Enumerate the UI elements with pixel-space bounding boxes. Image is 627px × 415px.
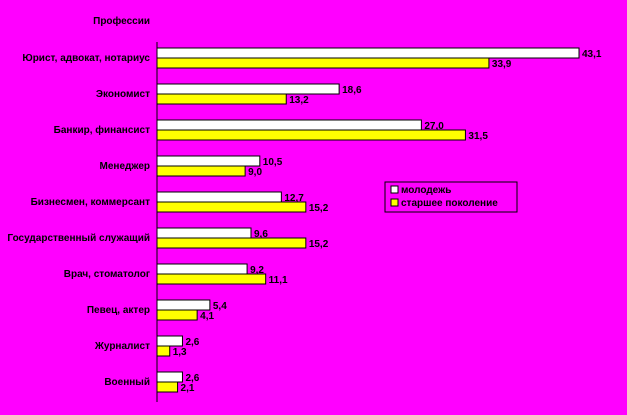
category-label: Государственный служащий <box>7 233 150 244</box>
value-label: 13,2 <box>289 95 309 106</box>
category-label: Врач, стоматолог <box>64 269 150 280</box>
value-label: 9,6 <box>254 229 268 240</box>
bar-youth <box>157 120 421 130</box>
value-label: 11,1 <box>269 275 288 286</box>
category-label: Военный <box>104 377 150 388</box>
bar-youth <box>157 48 579 58</box>
bar-youth <box>157 372 182 382</box>
bar-older <box>157 94 286 104</box>
legend-swatch <box>391 199 398 206</box>
value-label: 43,1 <box>582 49 602 60</box>
bar-older <box>157 382 178 392</box>
category-label: Юрист, адвокат, нотариус <box>22 53 150 64</box>
legend-swatch <box>391 186 398 193</box>
value-label: 10,5 <box>263 157 283 168</box>
value-label: 12,7 <box>284 193 304 204</box>
bar-youth <box>157 264 247 274</box>
legend-label: старшее поколение <box>401 198 498 209</box>
bar-older <box>157 346 170 356</box>
category-labels: Юрист, адвокат, нотариус Экономист Банкир,… <box>7 53 150 388</box>
bar-older <box>157 238 306 248</box>
bar-older <box>157 58 489 68</box>
legend: молодежь старшее поколение <box>385 182 517 212</box>
category-label: Экономист <box>96 89 150 100</box>
category-label: Банкир, финансист <box>54 124 150 136</box>
bar-youth <box>157 192 281 202</box>
value-label: 2,1 <box>181 383 195 394</box>
legend-label: молодежь <box>401 185 451 196</box>
value-label: 15,2 <box>309 203 329 214</box>
value-label: 2,6 <box>185 337 199 348</box>
bar-older <box>157 310 197 320</box>
category-label: Менеджер <box>100 161 150 172</box>
bar-youth <box>157 228 251 238</box>
bar-older <box>157 130 465 140</box>
category-label: Журналист <box>94 341 150 352</box>
value-label: 9,0 <box>248 167 262 178</box>
bar-youth <box>157 84 339 94</box>
value-label: 5,4 <box>213 301 227 312</box>
value-label: 4,1 <box>200 311 214 322</box>
value-label: 33,9 <box>492 59 512 70</box>
bars-group <box>157 48 579 392</box>
value-label: 18,6 <box>342 85 362 96</box>
value-label: 1,3 <box>173 347 187 358</box>
value-label: 31,5 <box>468 131 488 142</box>
category-label: Певец, актер <box>87 305 150 316</box>
category-axis-title: Профессии <box>93 15 150 27</box>
bar-youth <box>157 156 260 166</box>
bar-older <box>157 166 245 176</box>
value-label: 27,0 <box>424 121 444 132</box>
category-label: Бизнесмен, коммерсант <box>31 197 150 208</box>
bar-youth <box>157 336 182 346</box>
bar-youth <box>157 300 210 310</box>
value-label: 9,2 <box>250 265 264 276</box>
value-label: 15,2 <box>309 239 329 250</box>
